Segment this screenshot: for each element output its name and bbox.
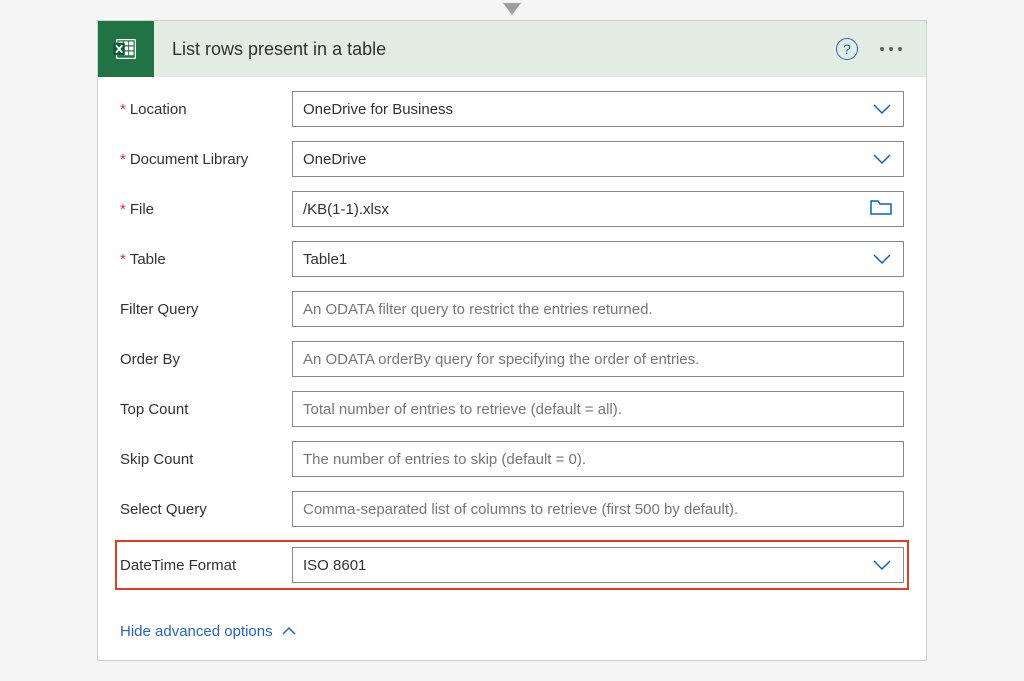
label-location: *Location [120,101,292,118]
action-card: List rows present in a table ? *Location… [97,20,927,661]
field-select-query[interactable]: Comma-separated list of columns to retri… [292,491,904,527]
placeholder-order-by: An ODATA orderBy query for specifying th… [303,351,893,368]
field-file[interactable]: /KB(1-1).xlsx [292,191,904,227]
row-select-query: Select Query Comma-separated list of col… [120,491,904,527]
row-datetime-format: DateTime Format ISO 8601 [116,541,908,589]
row-file: *File /KB(1-1).xlsx [120,191,904,227]
row-skip-count: Skip Count The number of entries to skip… [120,441,904,477]
label-datetime-format: DateTime Format [120,557,292,574]
chevron-down-icon [871,148,893,170]
value-datetime-format: ISO 8601 [303,557,871,574]
more-icon[interactable] [872,39,910,59]
row-document-library: *Document Library OneDrive [120,141,904,177]
row-top-count: Top Count Total number of entries to ret… [120,391,904,427]
excel-icon [98,21,154,77]
label-top-count: Top Count [120,401,292,418]
field-top-count[interactable]: Total number of entries to retrieve (def… [292,391,904,427]
field-skip-count[interactable]: The number of entries to skip (default =… [292,441,904,477]
field-order-by[interactable]: An ODATA orderBy query for specifying th… [292,341,904,377]
label-document-library: *Document Library [120,151,292,168]
placeholder-skip-count: The number of entries to skip (default =… [303,451,893,468]
card-title: List rows present in a table [154,39,836,60]
row-location: *Location OneDrive for Business [120,91,904,127]
field-filter-query[interactable]: An ODATA filter query to restrict the en… [292,291,904,327]
chevron-down-icon [871,98,893,120]
field-datetime-format[interactable]: ISO 8601 [292,547,904,583]
placeholder-top-count: Total number of entries to retrieve (def… [303,401,893,418]
label-skip-count: Skip Count [120,451,292,468]
value-location: OneDrive for Business [303,101,871,118]
chevron-down-icon [871,248,893,270]
label-select-query: Select Query [120,501,292,518]
label-table: *Table [120,251,292,268]
label-file: *File [120,201,292,218]
value-document-library: OneDrive [303,151,871,168]
label-order-by: Order By [120,351,292,368]
value-table: Table1 [303,251,871,268]
label-filter-query: Filter Query [120,301,292,318]
field-document-library[interactable]: OneDrive [292,141,904,177]
placeholder-filter-query: An ODATA filter query to restrict the en… [303,301,893,318]
help-icon[interactable]: ? [836,38,858,60]
hide-advanced-options-link[interactable]: Hide advanced options [120,623,297,640]
placeholder-select-query: Comma-separated list of columns to retri… [303,501,893,518]
chevron-down-icon [871,554,893,576]
field-location[interactable]: OneDrive for Business [292,91,904,127]
value-file: /KB(1-1).xlsx [303,201,869,218]
card-header: List rows present in a table ? [98,21,926,77]
advanced-link-text: Hide advanced options [120,623,273,640]
row-table: *Table Table1 [120,241,904,277]
row-order-by: Order By An ODATA orderBy query for spec… [120,341,904,377]
chevron-up-icon [281,623,297,640]
field-table[interactable]: Table1 [292,241,904,277]
row-filter-query: Filter Query An ODATA filter query to re… [120,291,904,327]
card-body: *Location OneDrive for Business *Documen… [98,77,926,660]
folder-icon[interactable] [869,198,893,220]
